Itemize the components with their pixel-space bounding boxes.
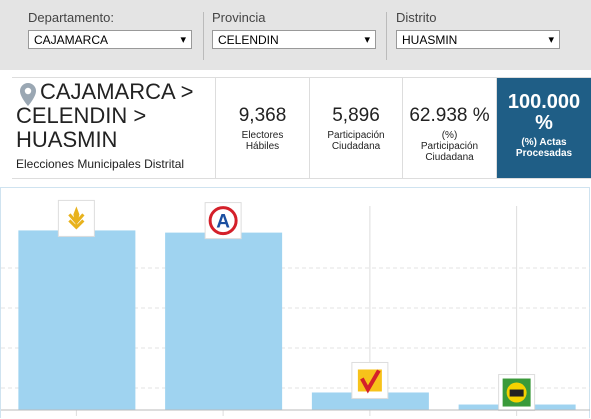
stat-value: 9,368 [238, 105, 287, 126]
select[interactable]: CELENDIN [212, 30, 376, 50]
filter-label: Departamento: [28, 10, 114, 25]
location: CAJAMARCA > CELENDIN > HUASMIN Eleccione… [12, 78, 216, 178]
party-logo [57, 199, 95, 237]
chart-box: A [0, 187, 590, 418]
logo-circle [208, 206, 238, 236]
location-part: CELENDIN > [16, 103, 147, 128]
stat: 9,368 Electores Hábiles [216, 78, 310, 178]
party-logo [351, 361, 389, 399]
separator [386, 12, 387, 60]
chart: A [1, 199, 590, 416]
filter: Departamento: CAJAMARCA [28, 10, 192, 50]
bar [18, 230, 136, 410]
select[interactable]: HUASMIN [396, 30, 560, 50]
location-part: CAJAMARCA > [40, 79, 194, 104]
stat-label: (%) Participación Ciudadana [420, 130, 479, 163]
filter-label: Provincia [212, 10, 266, 25]
stat-label: Participación Ciudadana [327, 130, 385, 152]
location-part: HUASMIN [16, 127, 118, 152]
filter: Distrito HUASMIN [396, 10, 560, 50]
pin-icon [20, 83, 36, 106]
filter: Provincia CELENDIN [212, 10, 376, 50]
select[interactable]: CAJAMARCA [28, 30, 192, 50]
logo-check [360, 369, 381, 394]
separator [203, 12, 204, 60]
summary: CAJAMARCA > CELENDIN > HUASMIN Eleccione… [12, 77, 591, 179]
stat-label: (%) Actas Procesadas [515, 137, 573, 159]
filter-label: Distrito [396, 10, 437, 25]
stat-value: 62.938 % [409, 105, 490, 126]
logo-wheat [68, 213, 85, 230]
filter-bar: Departamento: CAJAMARCA Provincia CELEND… [0, 0, 591, 70]
logo-bull [509, 389, 524, 397]
stat: 62.938 % (%) Participación Ciudadana [403, 78, 497, 178]
party-logo: A [204, 202, 242, 240]
bar [311, 392, 429, 410]
logo-text: A [216, 212, 230, 233]
location-path: CAJAMARCA > CELENDIN > HUASMIN [16, 80, 193, 152]
stat: 5,896 Participación Ciudadana [310, 78, 403, 178]
stat-label: Electores Hábiles [241, 130, 284, 152]
location-subtitle: Elecciones Municipales Distrital [16, 157, 185, 171]
bar [165, 232, 283, 410]
stat: 100.000 % (%) Actas Procesadas [497, 78, 591, 178]
party-logo [498, 374, 536, 412]
stat-value: 5,896 [332, 105, 380, 126]
stat-value: 100.000 % [507, 91, 581, 134]
logo-wheat [73, 206, 80, 229]
